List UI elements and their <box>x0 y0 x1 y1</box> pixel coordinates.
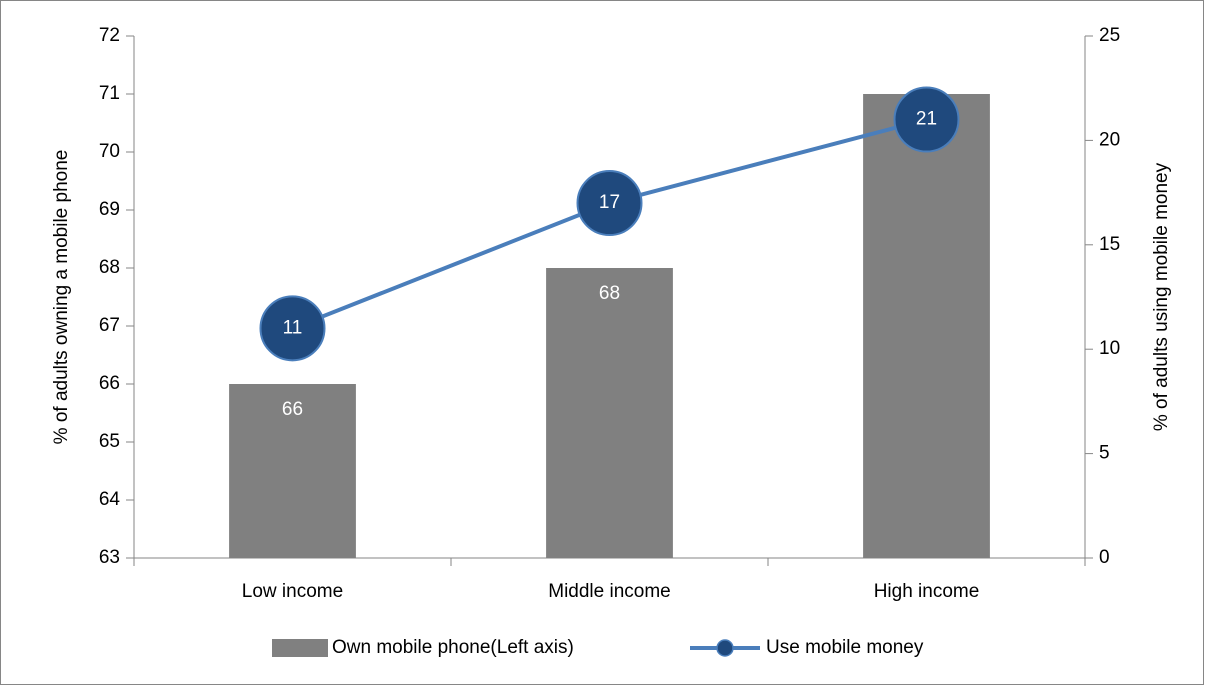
line-marker <box>259 295 326 362</box>
y2-axis-title: % of adults using mobile money <box>1151 162 1172 431</box>
y-tick-label: 66 <box>99 373 120 394</box>
legend-label: Own mobile phone(Left axis) <box>332 637 574 658</box>
y2-tick-label: 10 <box>1099 338 1120 359</box>
line-value-label: 17 <box>599 192 620 213</box>
y2-tick-label: 25 <box>1099 25 1120 46</box>
y-tick-label: 65 <box>99 431 120 452</box>
legend-marker <box>716 639 734 657</box>
bar <box>229 384 356 558</box>
legend-swatch <box>272 639 328 657</box>
bar-value-label: 68 <box>599 283 620 304</box>
legend-label: Use mobile money <box>766 637 924 658</box>
y-tick-label: 68 <box>99 257 120 278</box>
line-value-label: 11 <box>283 317 303 338</box>
line-value-label: 21 <box>916 109 937 130</box>
y-tick-label: 63 <box>99 547 120 568</box>
y-tick-label: 64 <box>99 489 121 510</box>
line-marker <box>576 170 643 237</box>
y2-tick-label: 20 <box>1099 129 1120 150</box>
y2-tick-label: 15 <box>1099 234 1120 255</box>
bar <box>546 268 673 558</box>
x-tick-label: Middle income <box>548 581 671 602</box>
bar-value-label: 66 <box>282 399 303 420</box>
y-axis-title: % of adults owning a mobile phone <box>51 150 72 445</box>
y-tick-label: 72 <box>99 25 120 46</box>
bar <box>863 94 990 558</box>
y-tick-label: 70 <box>99 141 120 162</box>
x-tick-label: Low income <box>242 581 343 602</box>
y-tick-label: 71 <box>99 83 120 104</box>
line-marker <box>893 86 960 153</box>
x-tick-label: High income <box>874 581 980 602</box>
y2-tick-label: 5 <box>1099 443 1110 464</box>
y-tick-label: 67 <box>99 315 120 336</box>
y-tick-label: 69 <box>99 199 120 220</box>
y2-tick-label: 0 <box>1099 547 1110 568</box>
